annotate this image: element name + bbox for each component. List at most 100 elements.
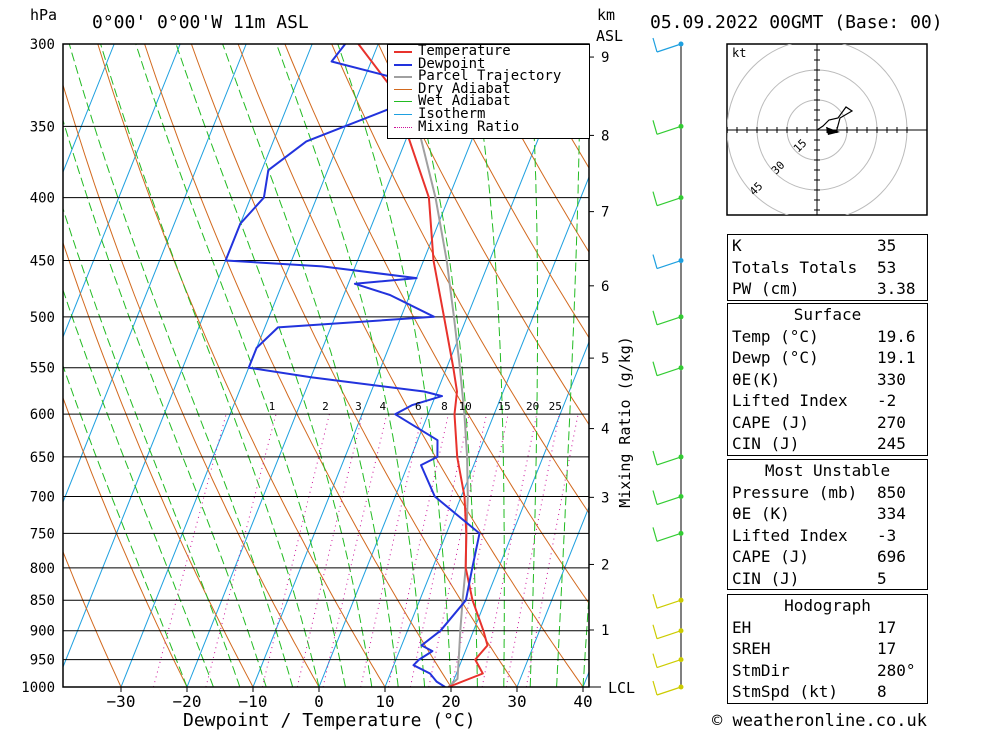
pressure-tick-label: 750: [30, 526, 55, 542]
surface-row: Temp (°C) 19.6: [732, 326, 916, 346]
dry-adiabat-line: [377, 44, 589, 426]
mixing-ratio-line: [360, 414, 423, 687]
pressure-tick-label: 550: [30, 361, 55, 377]
wind-barb: [656, 259, 682, 270]
surface-title: Surface: [793, 305, 862, 325]
wet-adiabat-line: [63, 207, 241, 687]
mixing-ratio-tick-label: 25: [549, 400, 562, 413]
km-tick-label: 6: [601, 279, 609, 295]
isotherm-line: [450, 340, 589, 687]
wind-level-dot: [678, 41, 684, 47]
temperature-curve: [357, 44, 489, 687]
location-title: 0°00' 0°00'W 11m ASL: [92, 12, 309, 33]
legend-item-isotherm: Isotherm: [388, 107, 589, 121]
wind-barb: [656, 686, 682, 696]
wind-barb: [656, 532, 682, 542]
wind-level-dot: [678, 597, 684, 603]
pressure-tick-label: 400: [30, 191, 55, 207]
wind-barb-flag: [652, 490, 658, 505]
wind-barb: [656, 43, 682, 53]
dry-adiabat-line: [63, 550, 122, 687]
wind-barb-flag: [652, 680, 658, 696]
x-tick-label: −20: [173, 692, 202, 711]
dry-adiabat-line: [471, 44, 589, 254]
x-tick-label: 40: [573, 692, 592, 711]
mixing-ratio-line: [205, 414, 277, 687]
mu-row: Pressure (mb) 850: [732, 482, 906, 502]
surface-row: CIN (J) 245: [732, 434, 906, 454]
hodo-row: StmSpd (kt) 8: [732, 682, 887, 702]
dry-adiabat-line: [97, 44, 386, 687]
mixing-ratio-line: [505, 414, 560, 687]
wind-barb: [656, 495, 682, 506]
x-axis-label: Dewpoint / Temperature (°C): [183, 710, 476, 731]
pressure-tick-label: 350: [30, 119, 55, 135]
wind-level-dot: [678, 123, 684, 129]
wind-barb-flag: [652, 594, 658, 609]
hodo-row: SREH 17: [732, 639, 897, 659]
indices-table: K 35 Totals Totals 53 PW (cm) 3.38: [727, 234, 928, 301]
isotherm-line: [252, 44, 511, 687]
isotherm-line: [516, 505, 589, 687]
dry-adiabat-line: [144, 44, 452, 687]
plot-frame: [62, 43, 590, 688]
wet-adiabat-line: [556, 44, 581, 687]
wet-adiabat-line: [276, 44, 426, 687]
wind-barb: [656, 456, 682, 466]
isotherm-line: [318, 44, 577, 687]
legend-item-wet-adiabat: Wet Adiabat: [388, 95, 589, 108]
most-unstable-table: Most Unstable Pressure (mb) 850 θE (K) 334…: [727, 459, 928, 590]
pressure-tick-label: 500: [30, 310, 55, 326]
mu-row: CIN (J) 5: [732, 568, 887, 588]
pressure-tick-label: 1000: [21, 680, 55, 696]
km-tick-label: 8: [601, 128, 609, 144]
wind-barb-flag: [652, 120, 658, 135]
km-label: km: [597, 6, 616, 24]
index-row: Totals Totals 53: [732, 257, 897, 277]
mixing-ratio-tick-label: 6: [415, 400, 422, 413]
legend: Temperature Dewpoint Parcel Trajectory D…: [387, 44, 590, 139]
dry-adiabat-line: [987, 44, 1000, 687]
wind-barb-flag: [652, 310, 658, 325]
legend-item-temperature: Temperature: [388, 44, 589, 58]
mixing-ratio-axis-label: Mixing Ratio (g/kg): [616, 336, 634, 508]
surface-row: CAPE (J) 270: [732, 412, 906, 432]
hodo-row: EH 17: [732, 617, 897, 637]
mixing-ratio-tick-label: 10: [459, 400, 472, 413]
hpa-label: hPa: [30, 6, 58, 24]
hodograph-storm-marker: [826, 127, 840, 135]
legend-item-dewpoint: Dewpoint: [388, 57, 589, 70]
pressure-tick-label: 300: [30, 37, 55, 53]
wet-adiabat-line: [337, 44, 452, 687]
pressure-tick-label: 900: [30, 624, 55, 640]
wind-level-dot: [678, 494, 684, 500]
km-tick-label: 5: [601, 351, 609, 367]
pressure-tick-label: 950: [30, 653, 55, 669]
wind-level-dot: [678, 530, 684, 536]
surface-row: θE(K) 330: [732, 369, 906, 389]
isotherm-line: [186, 44, 445, 687]
wind-barb-flag: [652, 653, 658, 668]
x-tick-label: 30: [507, 692, 526, 711]
x-tick-label: −10: [239, 692, 268, 711]
surface-row: Lifted Index -2: [732, 391, 897, 411]
mixing-ratio-tick-label: 8: [441, 400, 448, 413]
dry-adiabat-line: [424, 44, 589, 339]
wind-level-dot: [678, 195, 684, 201]
pressure-tick-label: 450: [30, 254, 55, 270]
km-tick-label: 3: [601, 490, 609, 506]
x-tick-label: −30: [107, 692, 136, 711]
hodo-row: StmDir 280°: [732, 660, 916, 680]
surface-row: Dewp (°C) 19.1: [732, 348, 916, 368]
km-tick-label: 4: [601, 422, 609, 438]
pressure-tick-label: 700: [30, 490, 55, 506]
parcel-trajectory-curve: [390, 44, 469, 687]
km-tick-label: 2: [601, 557, 609, 573]
wind-level-dot: [678, 365, 684, 371]
wind-barb: [656, 599, 682, 609]
wind-level-dot: [678, 657, 684, 663]
wind-barb: [656, 367, 682, 377]
footer-credit[interactable]: © weatheronline.co.uk: [712, 711, 927, 731]
wind-barb: [656, 659, 682, 669]
